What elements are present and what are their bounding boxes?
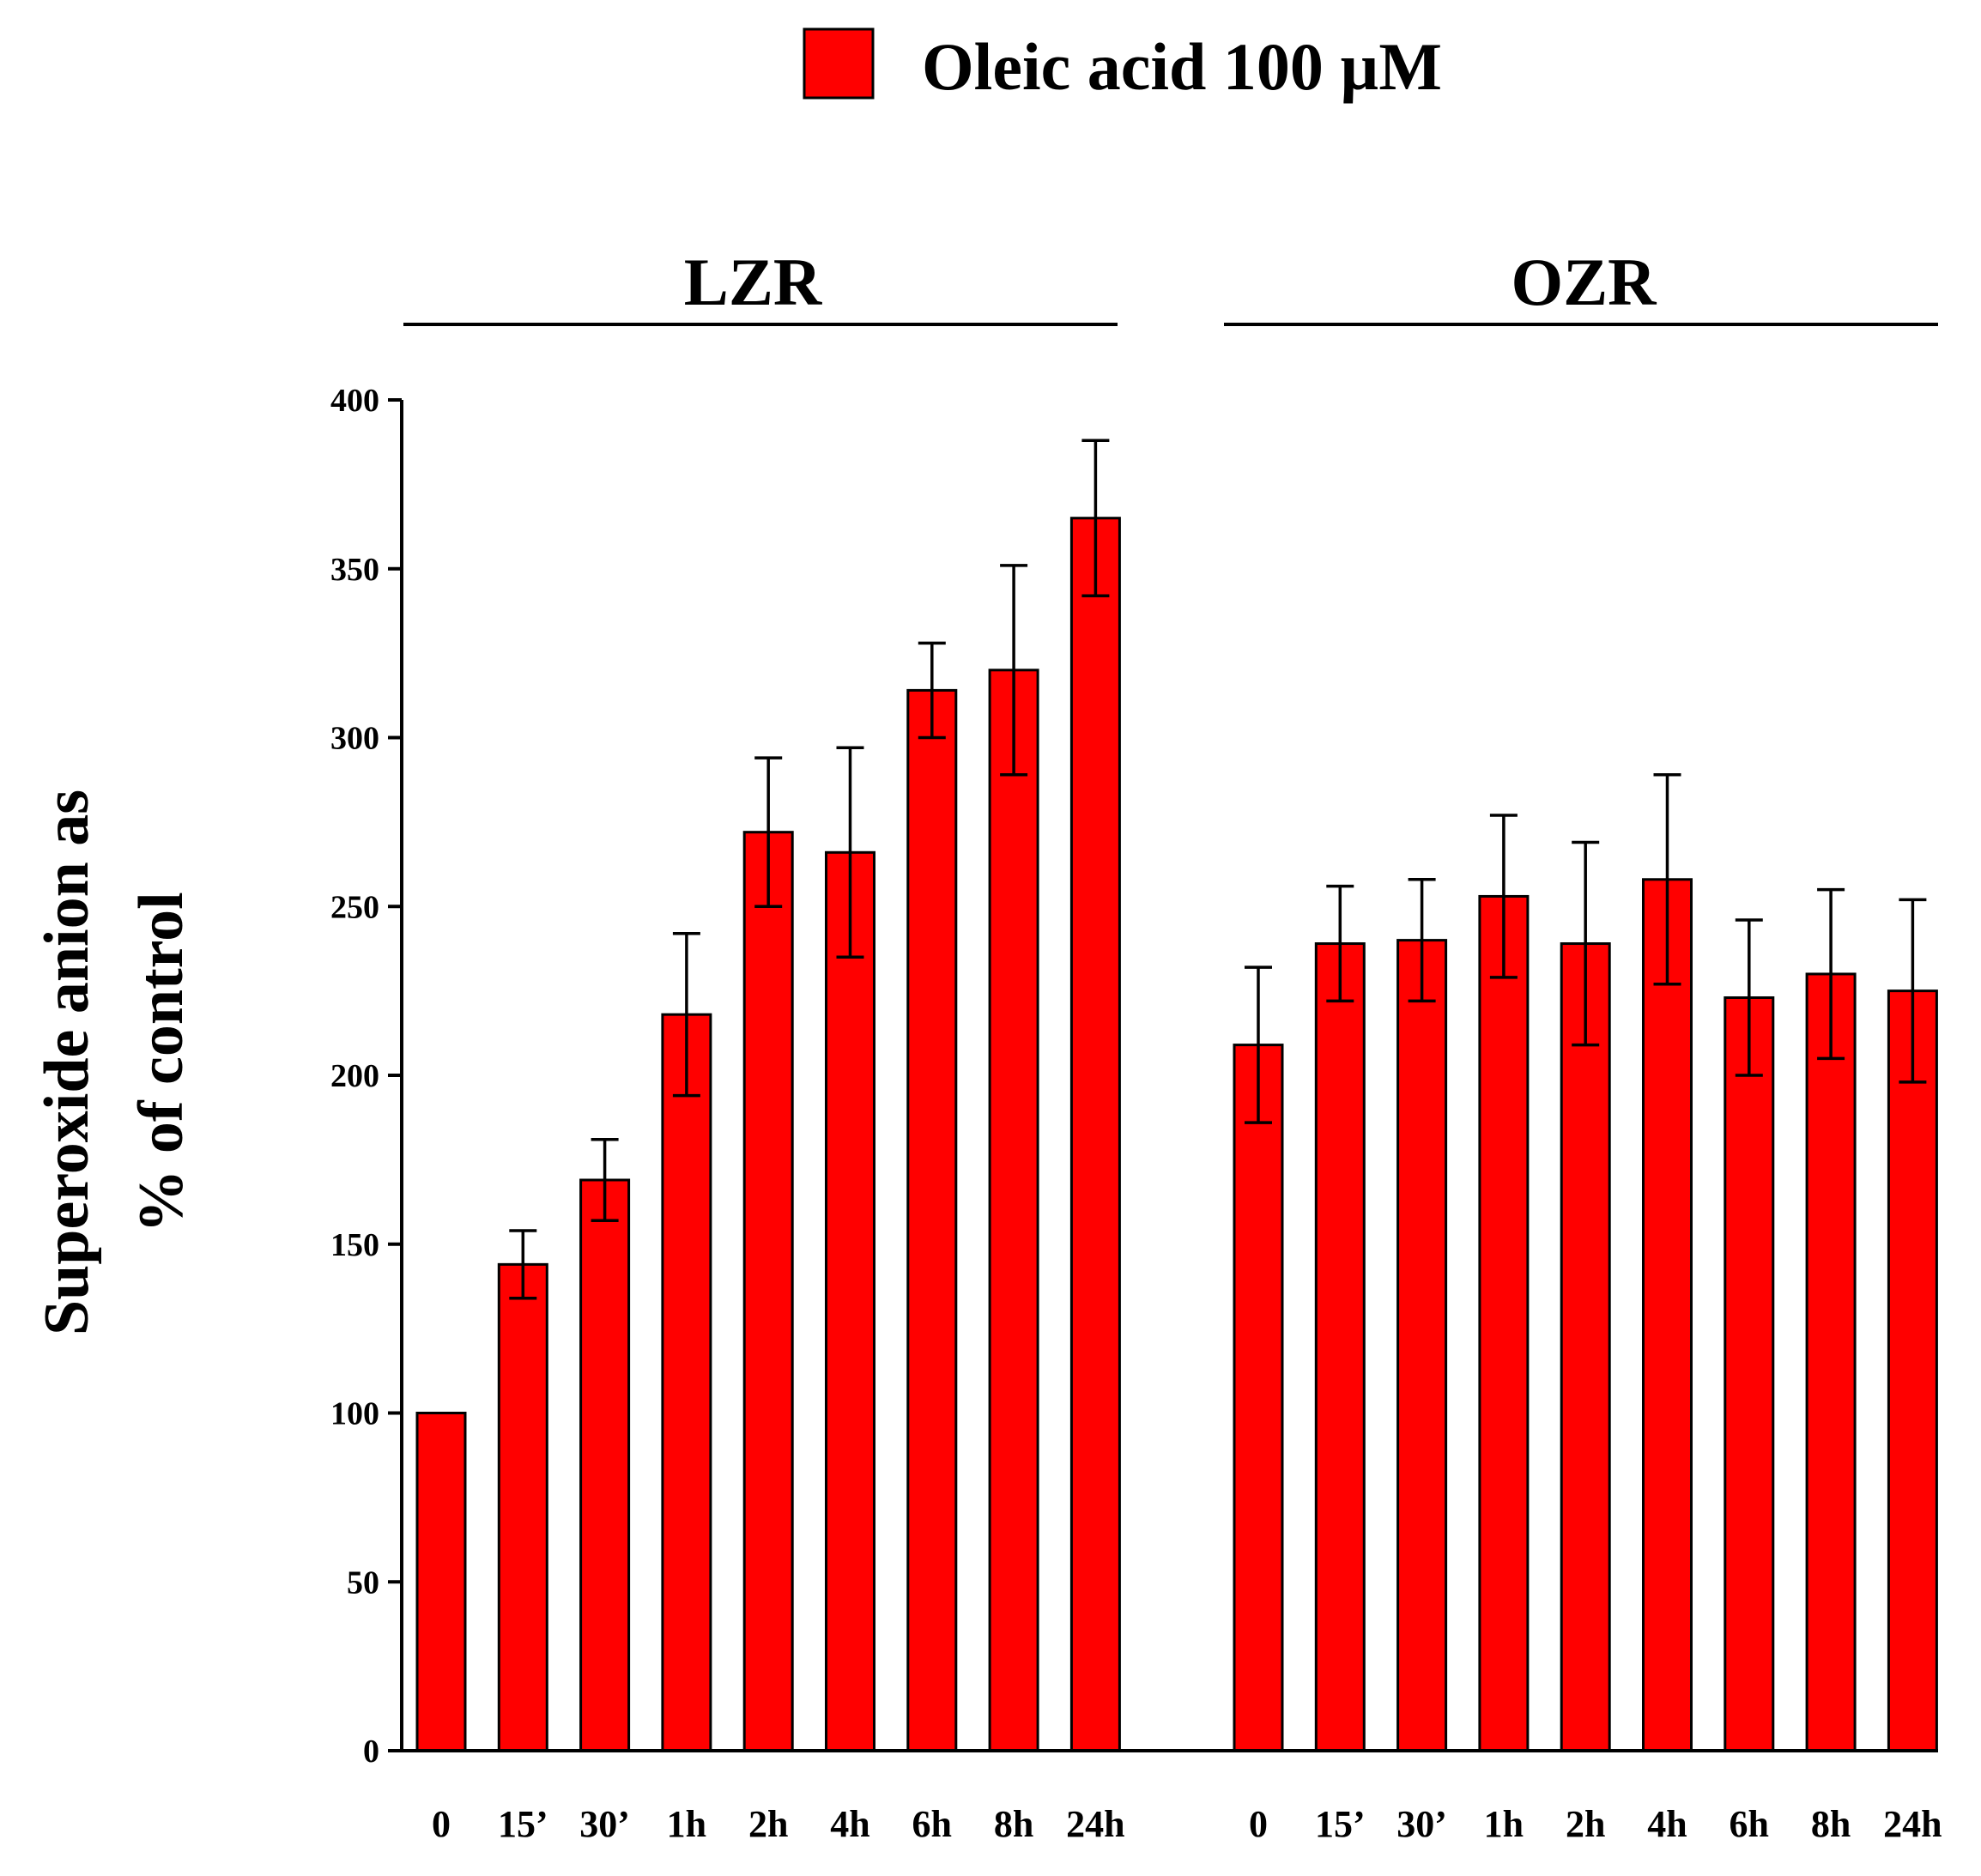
bar-ozr-1 [1314,942,1366,1752]
bar-lzr-8 [1069,517,1121,1752]
bar-ozr-3 [1478,894,1530,1752]
y-tick-label: 150 [330,1227,379,1263]
y-tick-label: 350 [330,552,379,588]
x-tick-label: 1h [667,1803,706,1845]
y-tick-label: 300 [330,721,379,757]
x-tick-label: 2h [748,1803,788,1845]
bar-lzr-1 [497,1262,548,1752]
legend-label: Oleic acid 100 µM [922,29,1442,104]
y-tick-label: 50 [347,1564,379,1601]
y-tick-label: 400 [330,383,379,419]
x-tick-label: 6h [1730,1803,1769,1845]
x-tick-label: 24h [1883,1803,1942,1845]
x-tick-label: 8h [994,1803,1033,1845]
bar-lzr-6 [906,688,958,1752]
bar-lzr-4 [742,831,794,1752]
bars [415,517,1938,1752]
bar-lzr-7 [988,669,1039,1752]
x-tick-label: 2h [1566,1803,1605,1845]
x-tick-label: 1h [1484,1803,1524,1845]
group-header-lzr: LZR [403,245,1118,326]
group-label-lzr: LZR [684,245,823,319]
x-tick-label: 6h [912,1803,952,1845]
x-labels: 0 15’ 30’ 1h 2h 4h 6h 8h 24h 0 15’ 30’ 1h 2h 4h 6h 8h 24h [432,1803,1942,1845]
legend: Oleic acid 100 µM [803,27,1442,104]
x-tick-label: 4h [830,1803,869,1845]
x-tick-label: 30’ [579,1803,630,1845]
legend-swatch [803,27,875,100]
x-tick-label: 0 [432,1803,451,1845]
axes [400,400,1938,1752]
error-bars [509,439,1927,1300]
bar-lzr-5 [825,850,875,1752]
x-tick-label: 0 [1249,1803,1268,1845]
bar-ozr-0 [1233,1044,1284,1752]
x-tick-label: 15’ [498,1803,548,1845]
bar-ozr-7 [1805,972,1857,1752]
y-tick-label: 0 [363,1734,379,1770]
bar-ozr-8 [1887,989,1938,1752]
y-tick-label: 100 [330,1396,379,1432]
bar-ozr-2 [1396,939,1448,1752]
bar-ozr-6 [1724,995,1775,1752]
bar-lzr-0 [415,1412,467,1752]
y-axis-title-line-2: % of control [126,892,197,1232]
y-tick-label: 200 [330,1058,379,1094]
x-tick-label: 4h [1647,1803,1687,1845]
bar-lzr-2 [579,1178,631,1752]
group-header-ozr: OZR [1224,245,1938,326]
y-axis-title: Superoxide anion as % of control [32,790,197,1335]
bar-lzr-3 [661,1013,712,1752]
y-ticks: 0 50 100 150 200 250 300 350 400 [330,383,402,1770]
x-tick-label: 15’ [1315,1803,1366,1845]
y-tick-label: 250 [330,889,379,925]
group-label-ozr: OZR [1511,245,1657,319]
x-tick-label: 30’ [1396,1803,1447,1845]
bar-ozr-5 [1642,878,1693,1752]
x-tick-label: 8h [1811,1803,1851,1845]
bar-ozr-4 [1560,942,1611,1752]
y-axis-title-line-1: Superoxide anion as [32,790,102,1335]
x-tick-label: 24h [1066,1803,1124,1845]
